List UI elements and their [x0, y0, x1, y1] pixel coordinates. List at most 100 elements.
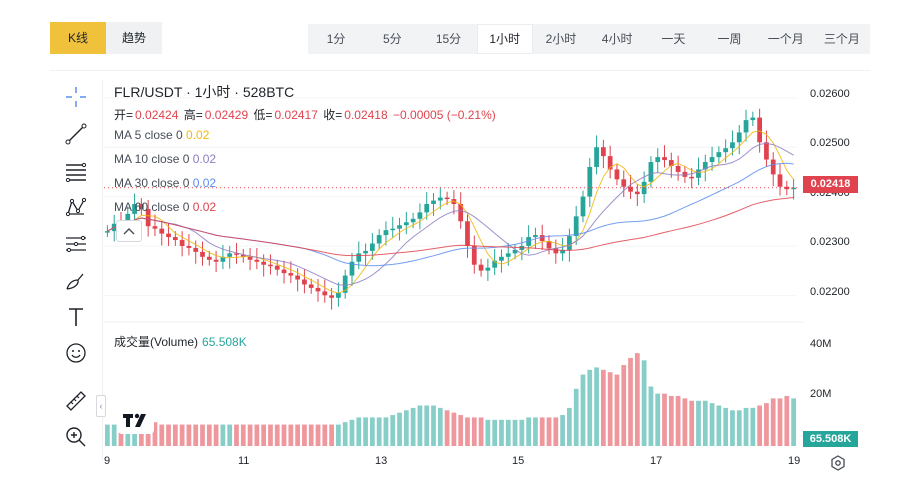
- volume-bar: [281, 424, 287, 446]
- candle-body: [573, 216, 579, 237]
- interval-1[interactable]: 5分: [382, 32, 402, 46]
- volume-bar: [499, 419, 504, 446]
- projection-icon[interactable]: [63, 231, 89, 257]
- collapse-legend-button[interactable]: [116, 220, 142, 242]
- volume-label: 成交量(Volume): [114, 335, 199, 349]
- ma5-value: 0.02: [186, 128, 210, 142]
- volume-bar: [526, 417, 532, 446]
- candle-body: [492, 260, 498, 268]
- volume-bar: [764, 403, 769, 446]
- interval-2[interactable]: 15分: [435, 32, 462, 46]
- ma30-row[interactable]: MA 30 close 0 0.02: [114, 176, 216, 190]
- trend-tab[interactable]: 趋势: [121, 31, 146, 45]
- settings-icon[interactable]: [830, 455, 846, 471]
- volume-bar: [696, 400, 701, 446]
- volume-bar: [546, 417, 552, 446]
- price-chart[interactable]: [104, 80, 804, 452]
- pattern-icon[interactable]: [63, 194, 89, 220]
- candle-body: [743, 120, 749, 133]
- candle-body: [648, 162, 654, 182]
- volume-bar: [634, 353, 640, 446]
- volume-bar: [689, 400, 695, 446]
- volume-bar: [403, 410, 409, 446]
- candle-body: [179, 240, 185, 246]
- candle-body: [336, 292, 341, 298]
- candle-body: [478, 264, 484, 271]
- volume-bar: [770, 398, 776, 446]
- volume-bar: [247, 424, 253, 446]
- volume-bar: [186, 424, 192, 446]
- ma5-label: MA 5 close 0: [114, 128, 183, 142]
- candle-body: [410, 218, 416, 223]
- candle-body: [539, 235, 545, 242]
- ma30-label: MA 30 close 0: [114, 176, 190, 190]
- candle-body: [145, 208, 151, 227]
- ma5-row[interactable]: MA 5 close 0 0.02: [114, 128, 209, 142]
- ma60-row[interactable]: MA 60 close 0 0.02: [114, 200, 216, 214]
- zoom-in-icon[interactable]: [63, 424, 89, 450]
- ma10-label: MA 10 close 0: [114, 152, 190, 166]
- candle-body: [227, 253, 233, 257]
- fib-icon[interactable]: [63, 158, 89, 184]
- candle-body: [308, 284, 314, 288]
- volume-bar: [628, 357, 633, 446]
- candle-body: [696, 169, 701, 178]
- ma10-line: [107, 142, 794, 286]
- volume-bar: [533, 417, 538, 446]
- candle-body: [322, 291, 328, 296]
- emoji-icon[interactable]: [63, 340, 89, 366]
- candle-body: [675, 165, 681, 172]
- interval-4[interactable]: 2小时: [545, 32, 577, 46]
- tradingview-logo: [118, 406, 154, 434]
- trendline-icon[interactable]: [63, 121, 89, 147]
- price-axis-label: 0.02300: [810, 236, 850, 248]
- candle-body: [363, 250, 368, 254]
- interval-0[interactable]: 1分: [326, 32, 346, 46]
- interval-5[interactable]: 4小时: [601, 32, 633, 46]
- interval-8[interactable]: 一个月: [767, 32, 804, 46]
- interval-9[interactable]: 三个月: [823, 32, 860, 46]
- crosshair-icon[interactable]: [63, 84, 89, 110]
- close-value: 0.02418: [344, 108, 388, 122]
- candle-body: [206, 256, 212, 260]
- volume-bar: [431, 405, 436, 446]
- ma60-line: [107, 197, 794, 257]
- volume-bar: [668, 396, 674, 446]
- candle-body: [736, 132, 742, 143]
- kline-tab[interactable]: K线: [50, 22, 106, 54]
- interval-7[interactable]: 一周: [717, 32, 742, 46]
- text-icon[interactable]: [63, 304, 89, 330]
- candle-body: [417, 212, 423, 219]
- candle-body: [600, 147, 606, 157]
- volume-bar: [553, 417, 559, 446]
- volume-bar: [138, 422, 144, 446]
- volume-bar: [730, 410, 735, 446]
- volume-bar: [315, 424, 321, 446]
- interval-3[interactable]: 1小时: [476, 24, 533, 54]
- volume-bar: [105, 424, 110, 446]
- candle-body: [634, 191, 640, 195]
- volume-bar: [166, 424, 171, 446]
- candle-body: [193, 247, 199, 252]
- brush-icon[interactable]: [63, 268, 89, 294]
- volume-bar: [750, 407, 756, 446]
- candle-body: [220, 256, 226, 262]
- ma10-row[interactable]: MA 10 close 0 0.02: [114, 152, 216, 166]
- candle-body: [261, 261, 267, 265]
- volume-bar: [458, 415, 464, 446]
- candle-body: [390, 228, 396, 231]
- interval-6[interactable]: 一天: [661, 32, 686, 46]
- candle-body: [750, 117, 756, 121]
- candle-body: [254, 259, 260, 262]
- candle-body: [485, 267, 491, 271]
- volume-bar: [240, 424, 246, 446]
- time-axis-label: 11: [238, 455, 250, 467]
- time-axis-label: 19: [788, 455, 801, 467]
- volume-bar: [451, 412, 457, 446]
- price-axis-label: 0.02200: [810, 286, 850, 298]
- toolbar-collapse-button[interactable]: ‹: [96, 395, 106, 417]
- volume-bar: [573, 388, 579, 446]
- ruler-icon[interactable]: [63, 388, 89, 414]
- chart-frame: [50, 70, 870, 463]
- volume-legend: 成交量(Volume) 65.508K: [114, 333, 247, 350]
